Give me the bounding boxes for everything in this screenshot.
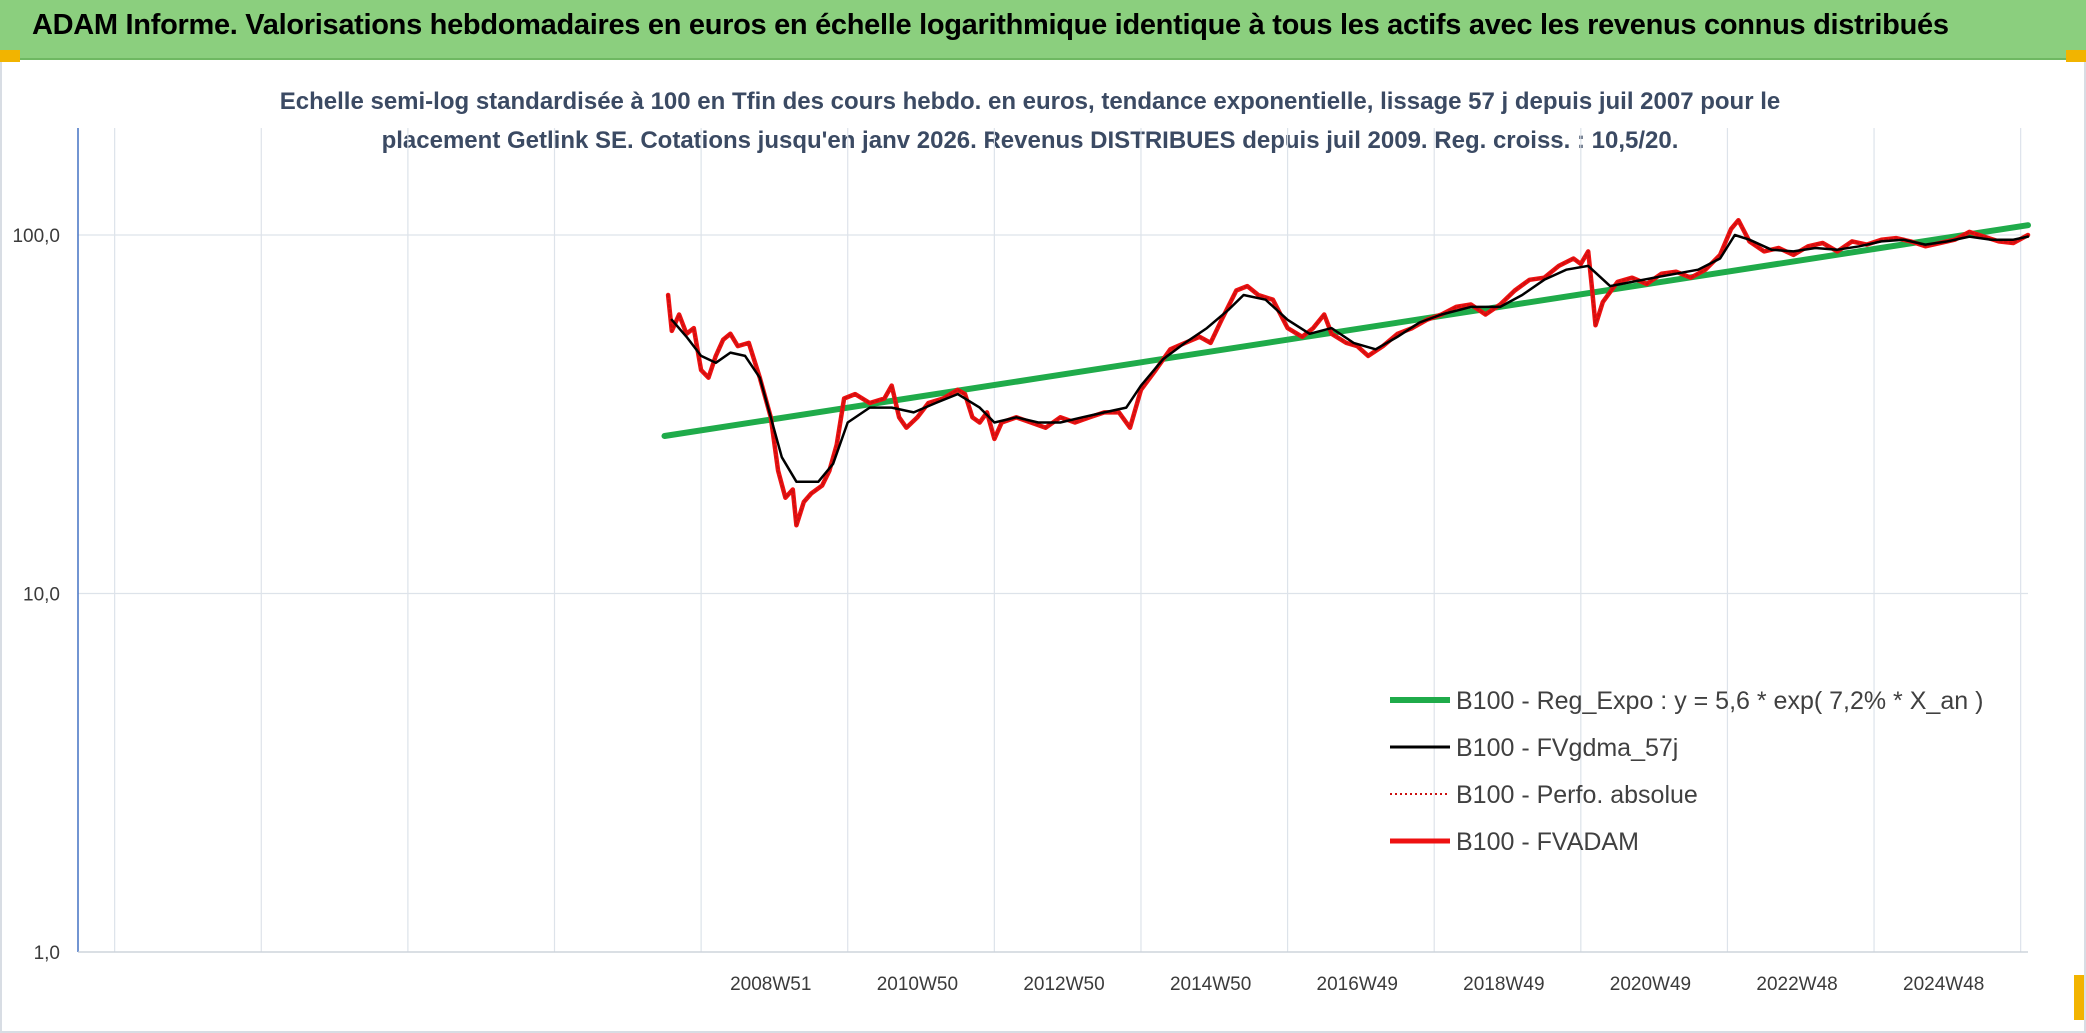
legend-label: B100 - FVADAM bbox=[1456, 828, 1639, 856]
y-tick-label: 1,0 bbox=[34, 943, 60, 964]
x-tick-label: 2010W50 bbox=[877, 974, 958, 995]
header-bar: ADAM Informe. Valorisations hebdomadaire… bbox=[0, 0, 2086, 60]
series-line-1 bbox=[670, 233, 2030, 483]
series-line-2 bbox=[667, 219, 2029, 527]
x-tick-label: 2008W51 bbox=[730, 974, 811, 995]
series-layer bbox=[661, 217, 2031, 528]
series-line-3 bbox=[665, 217, 2031, 528]
legend-label: B100 - Perfo. absolue bbox=[1456, 781, 1698, 809]
chart-frame bbox=[0, 62, 2086, 1033]
y-tick-label: 100,0 bbox=[12, 226, 60, 247]
x-tick-label: 2014W50 bbox=[1170, 974, 1251, 995]
series-line-0 bbox=[661, 222, 2031, 439]
y-tick-label: 10,0 bbox=[23, 585, 60, 606]
legend-label: B100 - FVgdma_57j bbox=[1456, 734, 1678, 762]
x-tick-label: 2016W49 bbox=[1317, 974, 1398, 995]
legend: B100 - Reg_Expo : y = 5,6 * exp( 7,2% * … bbox=[1390, 687, 1983, 856]
legend-label: B100 - Reg_Expo : y = 5,6 * exp( 7,2% * … bbox=[1456, 687, 1983, 715]
chart-title-line2: placement Getlink SE. Cotations jusqu'en… bbox=[381, 127, 1679, 154]
x-tick-label: 2012W50 bbox=[1023, 974, 1104, 995]
chart-title-line1: Echelle semi-log standardisée à 100 en T… bbox=[279, 88, 1781, 115]
corner-marker-bottom-right bbox=[2074, 975, 2086, 1020]
page-title: ADAM Informe. Valorisations hebdomadaire… bbox=[32, 9, 1949, 41]
x-tick-label: 2020W49 bbox=[1610, 974, 1691, 995]
x-tick-label: 2018W49 bbox=[1463, 974, 1544, 995]
corner-marker-top-right bbox=[2066, 50, 2086, 62]
grid-layer bbox=[78, 128, 2028, 953]
x-tick-label: 2024W48 bbox=[1903, 974, 1984, 995]
axis-layer: 100,0 10,0 1,0 2008W51 2010W50 2012W50 2014W50… bbox=[12, 128, 2028, 995]
corner-marker-top-left bbox=[0, 50, 20, 62]
x-tick-label: 2022W48 bbox=[1756, 974, 1837, 995]
